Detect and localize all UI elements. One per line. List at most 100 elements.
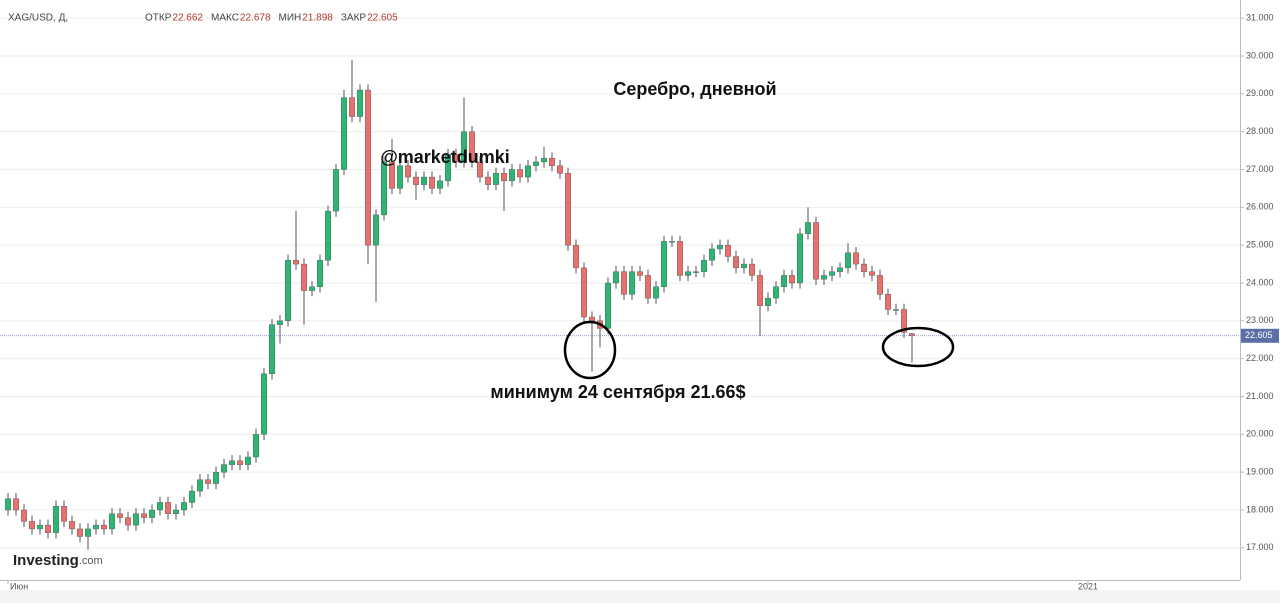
candle-body bbox=[749, 263, 756, 276]
candle-body bbox=[301, 263, 308, 291]
candle-body bbox=[813, 222, 820, 280]
candle-body bbox=[100, 524, 107, 530]
candle-body bbox=[116, 513, 123, 518]
candle-body bbox=[325, 210, 332, 261]
candle-body bbox=[677, 241, 684, 276]
header-value: 22.662 bbox=[172, 13, 203, 24]
y-tick-label: 22.000 bbox=[1246, 353, 1274, 363]
candle-body bbox=[389, 161, 396, 189]
y-tick-label: 17.000 bbox=[1246, 542, 1274, 552]
candle-body bbox=[381, 161, 388, 216]
candle-body bbox=[685, 271, 692, 276]
candle-body bbox=[637, 271, 644, 276]
candle-body bbox=[757, 275, 764, 306]
symbol: XAG/USD, Д, bbox=[8, 13, 68, 24]
candle-body bbox=[645, 275, 652, 299]
candle-body bbox=[196, 479, 203, 492]
candle-body bbox=[501, 173, 508, 182]
candle-body bbox=[589, 316, 596, 322]
candle-body bbox=[845, 252, 852, 269]
header-label: ОТКР bbox=[145, 13, 172, 24]
candle-body bbox=[68, 521, 75, 530]
candle-body bbox=[805, 222, 812, 235]
candle-body bbox=[220, 464, 227, 473]
x-tick-label: Июн bbox=[10, 581, 28, 591]
annotation: минимум 24 сентября 21.66$ bbox=[490, 382, 745, 402]
candle-body bbox=[61, 506, 68, 522]
grid: 17.000 18.000 19.000 20.000 21.000 22.000 23.0… bbox=[0, 13, 1274, 591]
y-tick-label: 21.000 bbox=[1246, 391, 1274, 401]
candle-body bbox=[709, 248, 716, 261]
candle-body bbox=[429, 176, 436, 189]
candle-body bbox=[549, 157, 556, 166]
candle-body bbox=[797, 233, 804, 284]
candle-body bbox=[733, 256, 740, 269]
candle-body bbox=[333, 169, 340, 212]
candle-body bbox=[12, 498, 19, 511]
candle-body bbox=[132, 513, 139, 526]
candle-body bbox=[285, 260, 292, 322]
bottom-toolbar bbox=[0, 590, 1280, 603]
candle-body bbox=[661, 241, 668, 287]
candle-body bbox=[581, 267, 588, 318]
candle-body bbox=[789, 275, 796, 284]
candle-body bbox=[21, 509, 28, 522]
header-value: 21.898 bbox=[302, 13, 333, 24]
candle-body bbox=[469, 131, 476, 163]
candle-body bbox=[701, 260, 708, 272]
candle-body bbox=[309, 286, 316, 291]
candle-body bbox=[53, 506, 60, 533]
candle-body bbox=[629, 271, 636, 295]
y-tick-label: 28.000 bbox=[1246, 126, 1274, 136]
candle-body bbox=[557, 165, 564, 174]
candle-body bbox=[517, 169, 524, 178]
candle-body bbox=[269, 324, 276, 375]
header-label: МИН bbox=[279, 13, 302, 24]
header-label: МАКС bbox=[211, 13, 239, 24]
candle-body bbox=[725, 244, 732, 257]
overlay: 22.605 bbox=[0, 328, 1279, 343]
candle-body bbox=[741, 263, 748, 269]
candle-body bbox=[172, 509, 179, 514]
candle-body bbox=[773, 286, 780, 299]
chart-title: Серебро, дневной bbox=[613, 79, 776, 99]
watermark-domain: .com bbox=[79, 555, 103, 567]
candle-body bbox=[717, 244, 724, 250]
candle-body bbox=[853, 252, 860, 265]
candle-body bbox=[76, 528, 83, 537]
candle-body bbox=[37, 524, 44, 530]
candle-body bbox=[84, 528, 91, 537]
candle-body bbox=[885, 294, 892, 310]
candle-body bbox=[405, 165, 412, 178]
candle-body bbox=[261, 373, 268, 435]
candle-body bbox=[877, 275, 884, 295]
candle-body bbox=[693, 271, 700, 273]
candle-body bbox=[252, 434, 259, 458]
candles bbox=[4, 59, 916, 550]
candle-body bbox=[277, 320, 284, 325]
candle-body bbox=[29, 521, 36, 530]
candle-body bbox=[861, 263, 868, 272]
watermark: Investing.com bbox=[13, 552, 103, 569]
candle-body bbox=[781, 275, 788, 287]
candle-body bbox=[148, 509, 155, 518]
candle-body bbox=[565, 173, 572, 246]
y-tick-label: 19.000 bbox=[1246, 467, 1274, 477]
y-tick-label: 18.000 bbox=[1246, 504, 1274, 514]
candle-body bbox=[341, 97, 348, 170]
y-tick-label: 27.000 bbox=[1246, 164, 1274, 174]
candle-body bbox=[4, 498, 11, 511]
highlight-ellipse bbox=[563, 320, 617, 380]
candle-body bbox=[397, 165, 404, 189]
candle-body bbox=[204, 479, 211, 484]
candle-body bbox=[533, 161, 540, 166]
candle-body bbox=[188, 490, 195, 503]
candle-body bbox=[573, 244, 580, 269]
y-tick-label: 26.000 bbox=[1246, 202, 1274, 212]
candle-body bbox=[164, 502, 171, 514]
candle-body bbox=[893, 309, 900, 311]
candle-body bbox=[244, 456, 251, 465]
